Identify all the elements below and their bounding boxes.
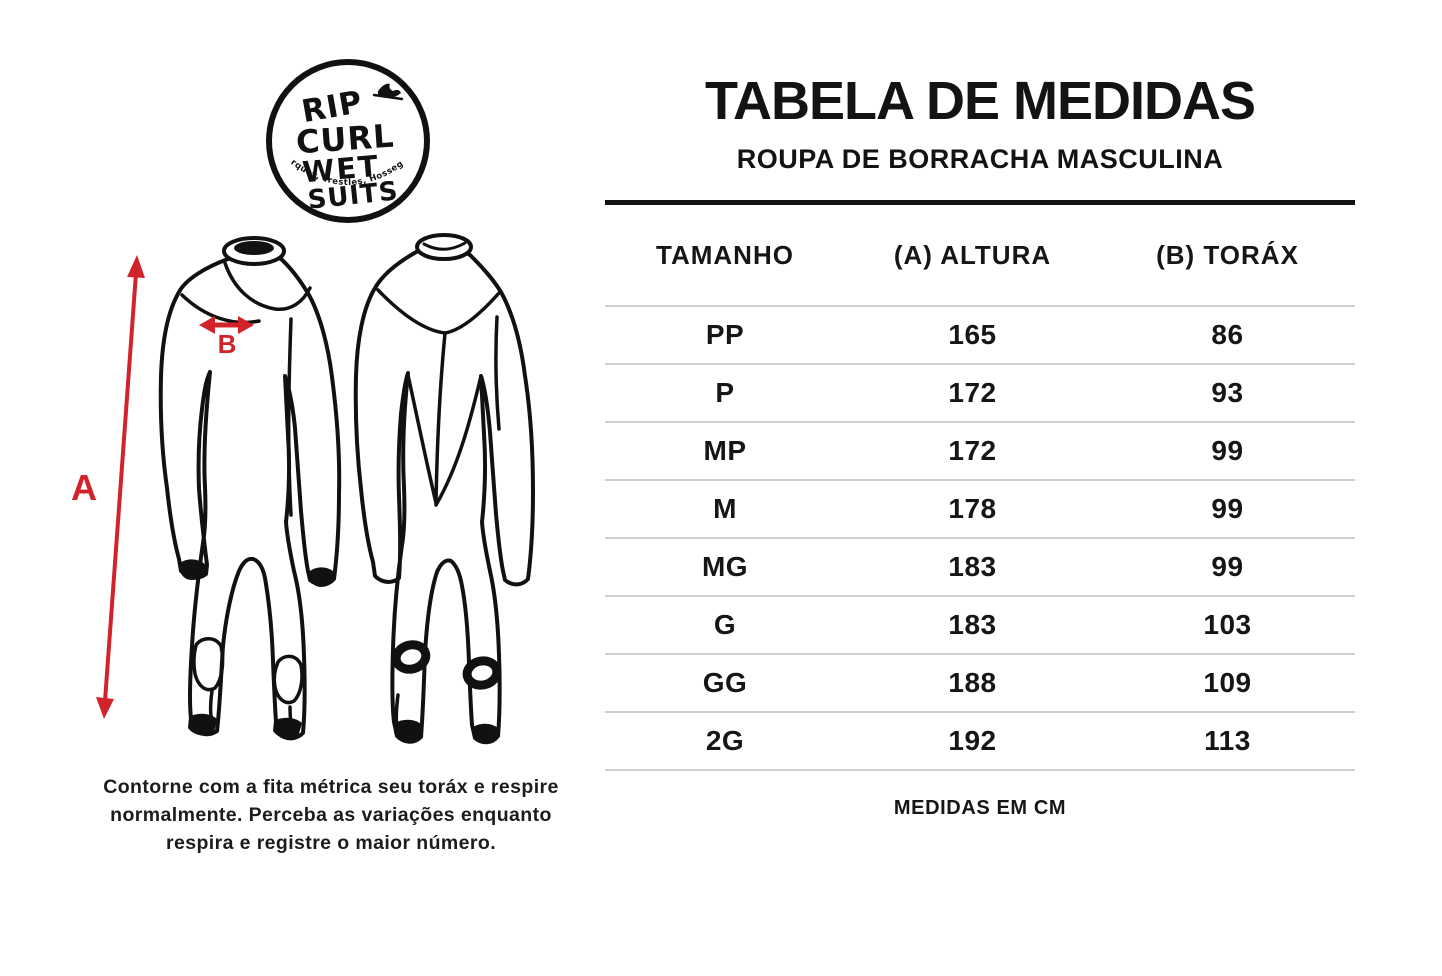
torax-cell: 93 (1211, 377, 1244, 408)
altura-cell: 172 (948, 377, 997, 408)
torax-cell: 86 (1211, 319, 1244, 350)
wetsuit-back-outline (353, 244, 535, 745)
torax-cell: 99 (1211, 435, 1244, 466)
size-cell: 2G (705, 725, 745, 756)
page-subtitle: ROUPA DE BORRACHA MASCULINA (736, 144, 1224, 174)
altura-cell: 178 (948, 493, 997, 524)
altura-cell: 183 (948, 551, 997, 582)
table-row: MG 183 99 (605, 537, 1355, 595)
units-footnote: MEDIDAS EM CM (893, 797, 1067, 819)
front-hands-feet (179, 559, 336, 739)
front-neck-opening (234, 241, 274, 255)
table-top-rule (605, 200, 1355, 205)
wetsuit-diagram: A B (71, 233, 535, 745)
measure-arrow-b (199, 316, 254, 334)
size-table: TAMANHO (A) ALTURA (B) TORÁX PP 165 86 P… (605, 200, 1355, 820)
page-title: TABELA DE MEDIDAS (705, 71, 1256, 131)
torax-cell: 113 (1204, 725, 1251, 756)
altura-cell: 183 (948, 609, 997, 640)
table-header-row: TAMANHO (A) ALTURA (B) TORÁX (605, 205, 1355, 305)
title-block: TABELA DE MEDIDAS ROUPA DE BORRACHA MASC… (605, 70, 1355, 175)
measure-label-a: A (71, 467, 97, 508)
back-feet (394, 719, 498, 741)
size-cell: M (713, 493, 737, 524)
front-seams (180, 261, 312, 733)
back-collar (415, 233, 473, 261)
size-cell: GG (702, 667, 748, 698)
altura-cell: 192 (948, 725, 997, 756)
column-header-torax: (B) TORÁX (1156, 239, 1299, 270)
measuring-instructions: Contorne com a fita métrica seu toráx e … (103, 776, 559, 854)
logo-word-curl: CURL (295, 117, 396, 162)
column-header-altura: (A) ALTURA (893, 239, 1052, 270)
table-row: G 183 103 (605, 595, 1355, 653)
table-row: GG 188 109 (605, 653, 1355, 711)
back-collar-seam (422, 241, 467, 251)
measure-label-b: B (218, 329, 237, 359)
altura-cell: 188 (948, 667, 997, 698)
torax-cell: 103 (1203, 609, 1252, 640)
table-row: MP 172 99 (605, 421, 1355, 479)
back-seams (376, 288, 501, 732)
surfer-icon (372, 83, 404, 101)
size-cell: PP (705, 319, 745, 350)
wetsuit-front-view (158, 236, 342, 741)
back-knee-pads (391, 640, 502, 690)
size-cell: G (713, 609, 737, 640)
torax-cell: 99 (1211, 551, 1244, 582)
torax-cell: 99 (1211, 493, 1244, 524)
torax-cell: 109 (1203, 667, 1252, 698)
table-body: PP 165 86 P 172 93 MP 172 99 M 178 99 MG… (605, 305, 1355, 771)
altura-cell: 165 (948, 319, 997, 350)
table-row: PP 165 86 (605, 305, 1355, 363)
measure-arrow-a (96, 255, 145, 719)
column-header-tamanho: TAMANHO (656, 239, 794, 270)
logo-word-wet: WET (301, 149, 381, 190)
logo-circle (266, 59, 430, 223)
table-row: M 178 99 (605, 479, 1355, 537)
altura-cell: 172 (948, 435, 997, 466)
size-cell: MG (701, 551, 749, 582)
table-row: P 172 93 (605, 363, 1355, 421)
wetsuit-back-view (353, 233, 535, 745)
ripcurl-wetsuits-logo: RIP CURL WET SUITS Torquay, Trestles, Ho… (262, 55, 430, 223)
size-cell: MP (703, 435, 747, 466)
table-row: 2G 192 113 (605, 711, 1355, 769)
size-cell: P (715, 377, 735, 408)
